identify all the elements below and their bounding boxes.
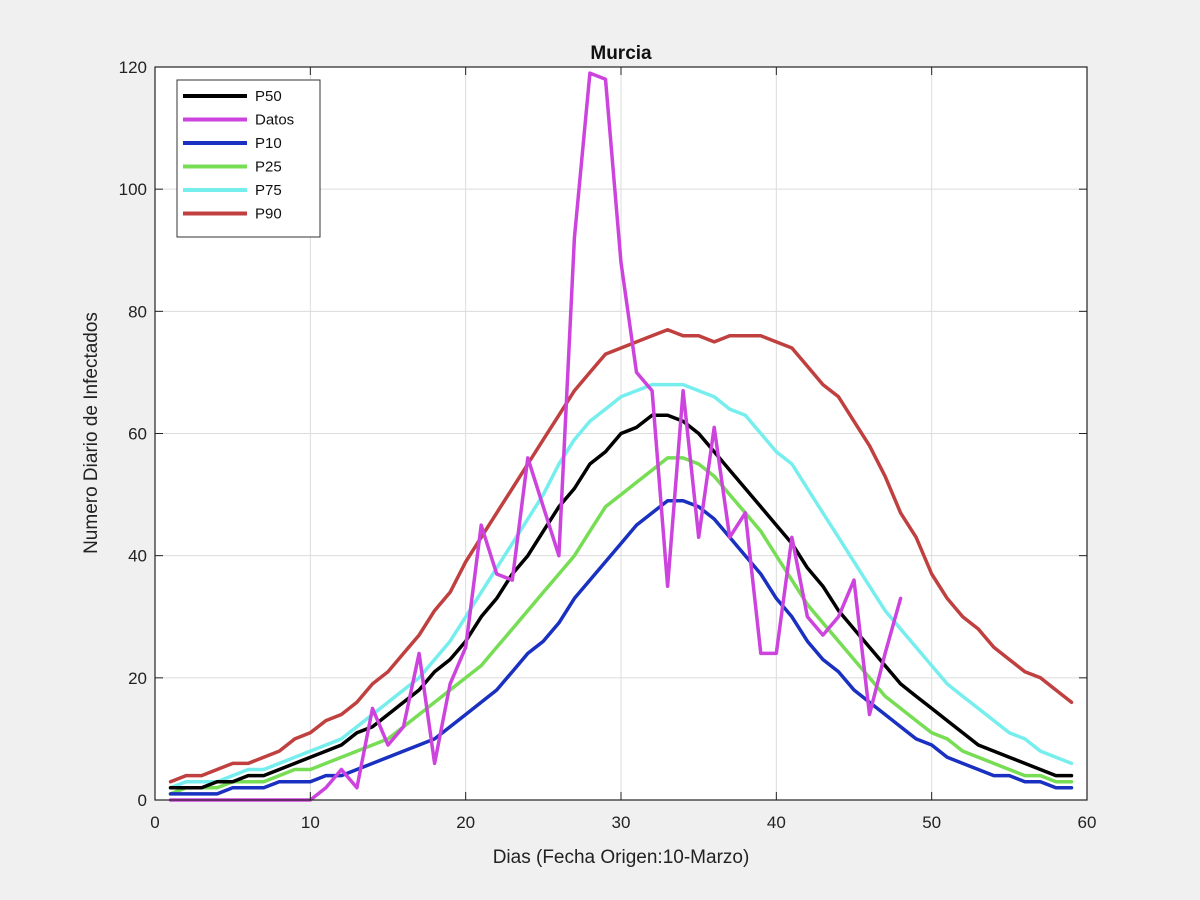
y-tick-label: 60 xyxy=(128,425,147,444)
y-tick-label: 80 xyxy=(128,302,147,321)
legend: P50 Datos P10 P25 P75 P90 xyxy=(176,79,321,238)
x-tick-label: 10 xyxy=(301,813,320,832)
series-line-p75 xyxy=(168,382,1074,790)
x-tick-label: 60 xyxy=(1078,813,1097,832)
x-axis-label: Dias (Fecha Origen:10-Marzo) xyxy=(493,847,750,868)
legend-label-p25: P25 xyxy=(255,159,282,176)
y-tick-label: 120 xyxy=(119,58,147,77)
series-line-p90 xyxy=(168,327,1074,784)
series-line-p25 xyxy=(168,456,1074,796)
x-tick-label: 0 xyxy=(150,813,159,832)
legend-label-datos: Datos xyxy=(255,112,294,129)
x-tick-label: 20 xyxy=(456,813,475,832)
y-tick-label: 20 xyxy=(128,669,147,688)
y-tick-label: 100 xyxy=(119,180,147,199)
legend-label-p90: P90 xyxy=(255,206,282,223)
series-line-p10 xyxy=(168,498,1074,796)
x-tick-label: 30 xyxy=(612,813,631,832)
legend-box xyxy=(176,79,321,238)
chart-title: Murcia xyxy=(590,43,652,64)
legend-label-p10: P10 xyxy=(255,135,282,152)
series-line-p50 xyxy=(168,413,1074,790)
axis-ticks: 0 10 20 30 40 50 60 0 20 40 60 80 100 120 xyxy=(119,58,1097,832)
x-tick-label: 40 xyxy=(767,813,786,832)
x-tick-label: 50 xyxy=(922,813,941,832)
legend-label-p50: P50 xyxy=(255,88,282,105)
y-tick-label: 40 xyxy=(128,547,147,566)
y-tick-label: 0 xyxy=(138,791,147,810)
legend-label-p75: P75 xyxy=(255,182,282,199)
y-axis-label: Numero Diario de Infectados xyxy=(81,312,102,554)
